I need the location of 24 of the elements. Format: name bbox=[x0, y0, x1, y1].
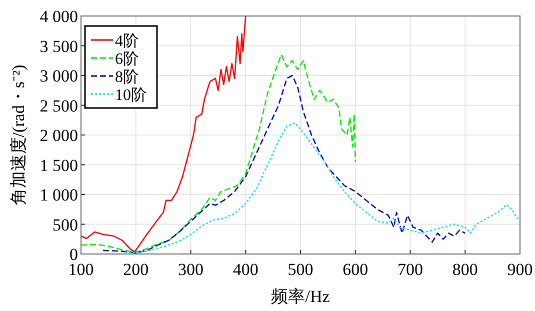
y-tick-label: 500 bbox=[52, 215, 78, 234]
y-tick-label: 2 000 bbox=[40, 126, 78, 145]
x-tick-label: 200 bbox=[123, 260, 149, 279]
x-tick-label: 600 bbox=[342, 260, 368, 279]
y-tick-label: 3 500 bbox=[40, 36, 78, 56]
y-tick-label: 2 500 bbox=[40, 96, 78, 116]
legend-label: 6阶 bbox=[115, 51, 139, 68]
y-tick-label: 3 000 bbox=[40, 66, 78, 86]
y-axis-title: 角加速度/(rad・s⁻²) bbox=[9, 64, 28, 206]
x-axis-title: 频率/Hz bbox=[271, 287, 330, 306]
y-tick-label: 1 500 bbox=[40, 156, 78, 175]
legend-label: 8阶 bbox=[115, 69, 139, 86]
x-tick-label: 500 bbox=[288, 260, 314, 279]
y-tick-label: 4 000 bbox=[40, 7, 78, 26]
x-tick-label: 300 bbox=[178, 260, 204, 279]
legend-label: 10阶 bbox=[115, 87, 147, 104]
x-tick-label: 900 bbox=[507, 260, 533, 279]
x-tick-label: 800 bbox=[452, 260, 478, 279]
x-tick-label: 700 bbox=[398, 260, 423, 279]
legend-label: 4阶 bbox=[115, 33, 139, 50]
line-series bbox=[124, 122, 521, 254]
y-tick-label: 1 000 bbox=[40, 186, 78, 204]
line-series bbox=[80, 15, 246, 252]
x-tick-label: 400 bbox=[232, 260, 258, 279]
